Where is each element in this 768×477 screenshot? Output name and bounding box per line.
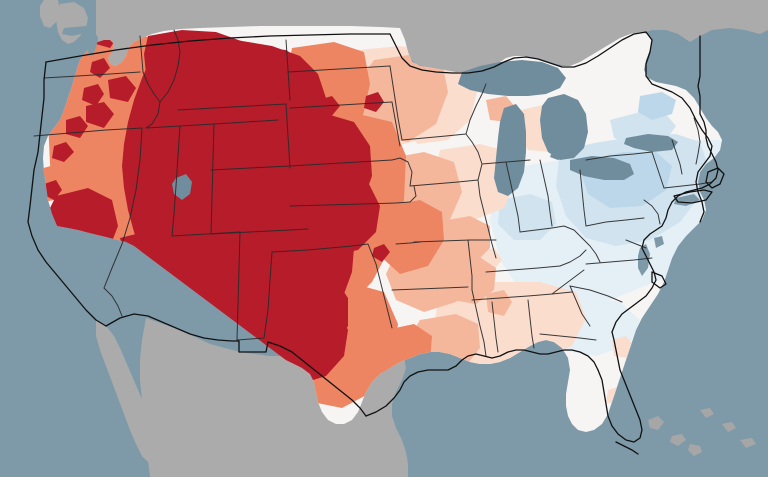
border-in-ky <box>519 227 553 233</box>
border-nh-me <box>693 117 701 165</box>
border-ar-ms <box>467 239 473 291</box>
border-wa-or <box>43 71 141 79</box>
border-oh-ky-wv <box>551 225 583 239</box>
coastline-atlantic <box>611 35 719 333</box>
border-nd-mn <box>389 65 403 141</box>
border-ia-mo <box>409 179 479 187</box>
coastline-pacific <box>27 61 107 327</box>
border-mn-ia <box>401 133 467 141</box>
lake-ontario <box>624 134 678 152</box>
border-ks-mo <box>395 185 417 204</box>
lake-st-clair <box>550 150 566 160</box>
border-nm-ok-tx <box>271 249 309 253</box>
border-us-canada-west <box>45 33 391 63</box>
border-ca-az <box>103 287 123 317</box>
border-or-ca-nv <box>33 127 143 137</box>
san-francisco-bay <box>30 216 40 228</box>
border-pa-md-wv <box>585 217 645 227</box>
border-id-mt <box>159 29 181 103</box>
great-salt-lake <box>172 174 192 200</box>
lake-huron <box>540 94 588 160</box>
border-ga-al <box>527 299 535 349</box>
border-us-mexico <box>105 313 367 417</box>
border-ky-tn <box>485 265 561 273</box>
border-ne-ks <box>289 159 393 167</box>
border-ks-ok <box>289 202 397 207</box>
coastline-florida <box>597 331 643 443</box>
chesapeake-bay <box>638 244 650 276</box>
delaware-bay <box>654 236 664 248</box>
border-vt-nh <box>671 139 683 175</box>
long-island-sound <box>674 194 700 206</box>
border-ny-nj <box>643 199 661 225</box>
border-nm-tx <box>236 251 273 341</box>
border-wy-sd-ne <box>285 103 291 169</box>
border-nc-tn <box>551 269 585 295</box>
puget-sound <box>86 30 98 56</box>
lake-michigan <box>494 104 526 196</box>
border-us-canada-east <box>389 31 713 223</box>
long-island <box>673 189 713 204</box>
strait-juan-de-fuca <box>62 26 90 36</box>
cape-cod <box>705 167 725 189</box>
border-ma-ct-ri <box>663 181 713 189</box>
baja-california <box>96 320 156 462</box>
bahamas-islands <box>648 408 756 456</box>
border-ky-va <box>559 249 587 267</box>
outer-banks <box>651 271 667 289</box>
border-mo-ar <box>413 239 497 243</box>
border-az-nm <box>236 231 241 341</box>
coastline-gulf <box>365 349 599 417</box>
border-co-ne-ks <box>210 165 291 171</box>
border-pa-ny <box>585 151 653 161</box>
border-wy-co-ut <box>213 119 279 125</box>
border-ia-wi-il <box>465 133 483 165</box>
border-wa-id <box>139 35 144 73</box>
border-co-nm <box>210 228 309 235</box>
border-in-oh <box>539 159 553 227</box>
border-sd-mn-ia <box>391 101 401 147</box>
border-oh-pa <box>579 169 587 227</box>
bc-coast-sliver <box>40 0 60 28</box>
border-la-ms <box>471 289 487 357</box>
border-ca-nv-diag <box>103 127 143 289</box>
border-ar-la <box>391 286 469 291</box>
border-mn-wi <box>465 83 487 135</box>
border-wv-va <box>581 237 601 263</box>
border-ok-tx <box>307 243 377 265</box>
border-sd-ne <box>289 101 393 109</box>
border-ny-vt-ma <box>651 151 665 189</box>
national-borders-layer <box>27 31 725 455</box>
border-il-mo <box>477 163 497 259</box>
border-al-ms <box>491 301 499 353</box>
lake-erie <box>570 156 634 180</box>
border-va-nc <box>585 257 653 265</box>
florida-keys <box>615 441 639 455</box>
border-mt-wy <box>177 103 287 111</box>
border-ut-co <box>210 123 215 235</box>
border-nc-sc <box>569 285 623 303</box>
border-il-in <box>505 161 521 233</box>
border-ne-ia-mo <box>391 157 413 187</box>
border-nd-sd <box>287 65 391 73</box>
border-sc-ga <box>569 285 591 327</box>
border-tx-ar-la <box>375 263 393 329</box>
border-ga-fl <box>539 333 597 341</box>
border-nv-ut <box>171 125 181 237</box>
border-mt-nd-sd <box>285 39 291 101</box>
state-borders-layer <box>33 29 713 357</box>
great-lakes-layer <box>172 60 678 200</box>
border-tn-al-ga-ms <box>471 291 573 301</box>
